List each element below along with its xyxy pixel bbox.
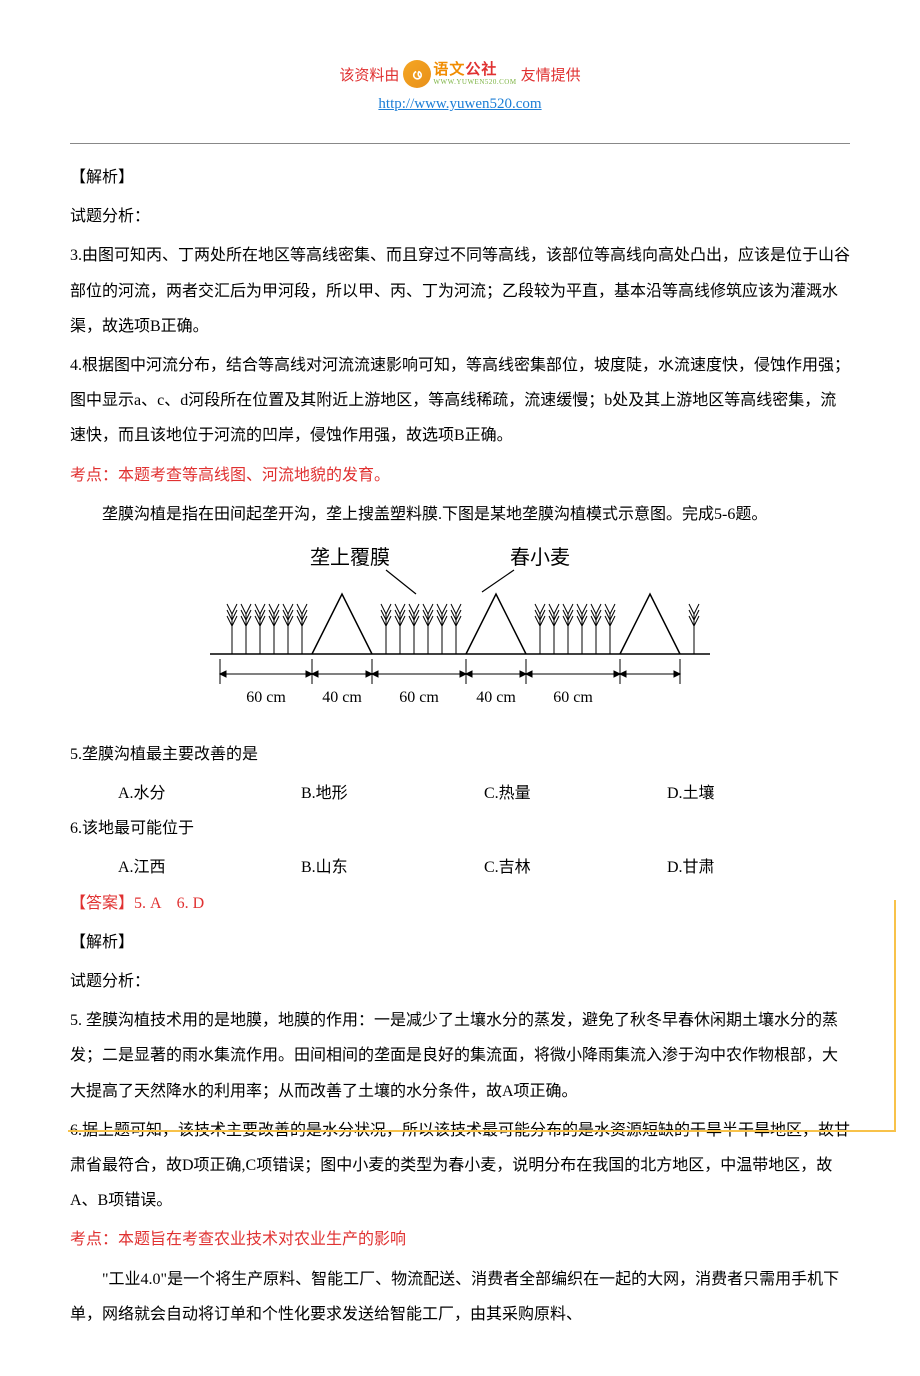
kaodian-1: 考点：本题考查等高线图、河流地貌的发育。 — [70, 458, 850, 493]
site-logo: ဖ 语文公社 WWW.YUWEN520.COM — [403, 60, 516, 88]
sec2-intro: 垄膜沟植是指在田间起垄开沟，垄上搜盖塑料膜.下图是某地垄膜沟植模式示意图。完成5… — [70, 497, 850, 532]
svg-text:60 cm: 60 cm — [246, 689, 286, 706]
analysis-6: 6.据上题可知，该技术主要改善的是水分状况，所以该技术最可能分布的是水资源短缺的… — [70, 1113, 850, 1219]
kaodian-2: 考点：本题旨在考查农业技术对农业生产的影响 — [70, 1222, 850, 1257]
analysis-3: 3.由图可知丙、丁两处所在地区等高线密集、而且穿过不同等高线，该部位等高线向高处… — [70, 238, 850, 344]
header-left-text: 该资料由 — [339, 64, 399, 85]
q5-options: A.水分 B.地形 C.热量 D.土壤 — [70, 776, 850, 811]
q6-c: C.吉林 — [484, 850, 667, 885]
analysis-sub: 试题分析： — [70, 199, 850, 234]
q5-b: B.地形 — [301, 776, 484, 811]
logo-cn: 语文公社 — [433, 63, 497, 78]
header-right-text: 友情提供 — [521, 64, 581, 85]
q5-d: D.土壤 — [667, 776, 850, 811]
analysis-5: 5. 垄膜沟植技术用的是地膜，地膜的作用：一是减少了土壤水分的蒸发，避免了秋冬早… — [70, 1003, 850, 1109]
logo-en: WWW.YUWEN520.COM — [433, 79, 516, 86]
q6-b: B.山东 — [301, 850, 484, 885]
q5-c: C.热量 — [484, 776, 667, 811]
svg-text:60 cm: 60 cm — [399, 689, 439, 706]
q6-a: A.江西 — [118, 850, 301, 885]
header-url[interactable]: http://www.yuwen520.com — [70, 96, 850, 113]
analysis-title-2: 【解析】 — [70, 925, 850, 960]
q6: 6.该地最可能位于 — [70, 811, 850, 846]
q6-options: A.江西 B.山东 C.吉林 D.甘肃 — [70, 850, 850, 885]
divider — [70, 143, 850, 144]
sec3-intro: "工业4.0"是一个将生产原料、智能工厂、物流配送、消费者全部编织在一起的大网，… — [70, 1262, 850, 1332]
diagram-label-right: 春小麦 — [510, 546, 570, 569]
analysis-sub-2: 试题分析： — [70, 964, 850, 999]
logo-swirl-icon: ဖ — [403, 60, 431, 88]
header-logo: 该资料由 ဖ 语文公社 WWW.YUWEN520.COM 友情提供 — [70, 60, 850, 88]
diagram-label-left: 垄上覆膜 — [310, 546, 390, 569]
q5: 5.垄膜沟植最主要改善的是 — [70, 737, 850, 772]
svg-text:40 cm: 40 cm — [476, 689, 516, 706]
right-accent — [894, 900, 896, 1130]
svg-text:60 cm: 60 cm — [553, 689, 593, 706]
svg-text:40 cm: 40 cm — [322, 689, 362, 706]
bottom-accent — [68, 1130, 896, 1132]
q6-d: D.甘肃 — [667, 850, 850, 885]
answer-56: 【答案】5. A 6. D — [70, 886, 850, 921]
analysis-4: 4.根据图中河流分布，结合等高线对河流流速影响可知，等高线密集部位，坡度陡，水流… — [70, 348, 850, 454]
analysis-title: 【解析】 — [70, 160, 850, 195]
q5-a: A.水分 — [118, 776, 301, 811]
ridge-diagram: 垄上覆膜 春小麦 — [70, 544, 850, 719]
